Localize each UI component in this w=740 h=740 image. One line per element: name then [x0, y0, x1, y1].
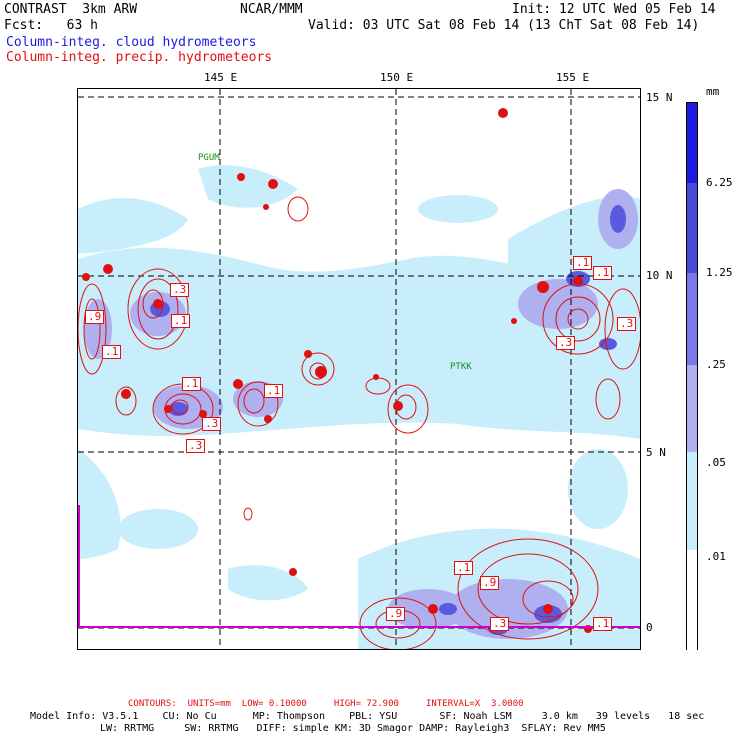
lat-label-15n: 15 N [646, 91, 673, 104]
run-title: CONTRAST 3km ARW [4, 2, 138, 17]
lat-label-10n: 10 N [646, 269, 673, 282]
field-precip-label: Column-integ. precip. hydrometeors [6, 50, 273, 65]
model-info-line2: LW: RRTMG SW: RRTMG DIFF: simple KM: 3D … [100, 723, 606, 734]
model-info-line1: Model Info: V3.5.1 CU: No Cu MP: Thompso… [30, 711, 705, 722]
lon-label-145: 145 E [204, 71, 238, 84]
contour-label: .9 [85, 310, 105, 324]
lat-label-5n: 5 N [646, 446, 666, 459]
contour-label: .9 [480, 576, 500, 590]
colorbar-level: 1.25 [706, 266, 733, 279]
contour-label: .9 [386, 607, 406, 621]
contour-label: .1 [102, 345, 122, 359]
colorbar-segment [687, 183, 697, 273]
contour-label: .1 [593, 617, 613, 631]
colorbar-level: .25 [706, 358, 726, 371]
station-label-pgum: PGUM [198, 153, 220, 163]
contour-label: .1 [454, 561, 474, 575]
contour-label: .3 [202, 417, 222, 431]
contour-info: CONTOURS: UNITS=mm LOW= 0.10000 HIGH= 72… [128, 699, 524, 709]
forecast-hour: Fcst: 63 h [4, 18, 98, 33]
station-label-ptkk: PTKK [450, 362, 472, 372]
institution-label: NCAR/MMM [240, 2, 303, 17]
map-panel: .3 .1 .9 .1 .1 .1 .3 .3 .1 .1 .3 .3 .1 .… [77, 88, 641, 650]
contour-label: .1 [593, 266, 613, 280]
colorbar-segment [687, 550, 697, 650]
colorbar-level: .05 [706, 456, 726, 469]
lat-label-equator: 0 [646, 621, 653, 634]
colorbar [686, 102, 698, 650]
contour-label: .1 [264, 384, 284, 398]
map-canvas [78, 89, 640, 649]
colorbar-segment [687, 273, 697, 365]
contour-label: .1 [171, 314, 191, 328]
colorbar-segment [687, 365, 697, 452]
colorbar-unit: mm [706, 85, 720, 98]
init-time: Init: 12 UTC Wed 05 Feb 14 [512, 2, 716, 17]
contour-label: .3 [186, 439, 206, 453]
contour-label: .1 [573, 256, 593, 270]
valid-time: Valid: 03 UTC Sat 08 Feb 14 (13 ChT Sat … [308, 18, 700, 33]
lon-label-155: 155 E [556, 71, 590, 84]
colorbar-level: 6.25 [706, 176, 733, 189]
contour-label: .3 [556, 336, 576, 350]
field-cloud-label: Column-integ. cloud hydrometeors [6, 35, 257, 50]
lon-label-150: 150 E [380, 71, 414, 84]
colorbar-segment [687, 103, 697, 183]
colorbar-level: .01 [706, 550, 726, 563]
contour-label: .1 [182, 377, 202, 391]
contour-label: .3 [490, 617, 510, 631]
contour-label: .3 [617, 317, 637, 331]
colorbar-segment [687, 452, 697, 550]
contour-label: .3 [170, 283, 190, 297]
